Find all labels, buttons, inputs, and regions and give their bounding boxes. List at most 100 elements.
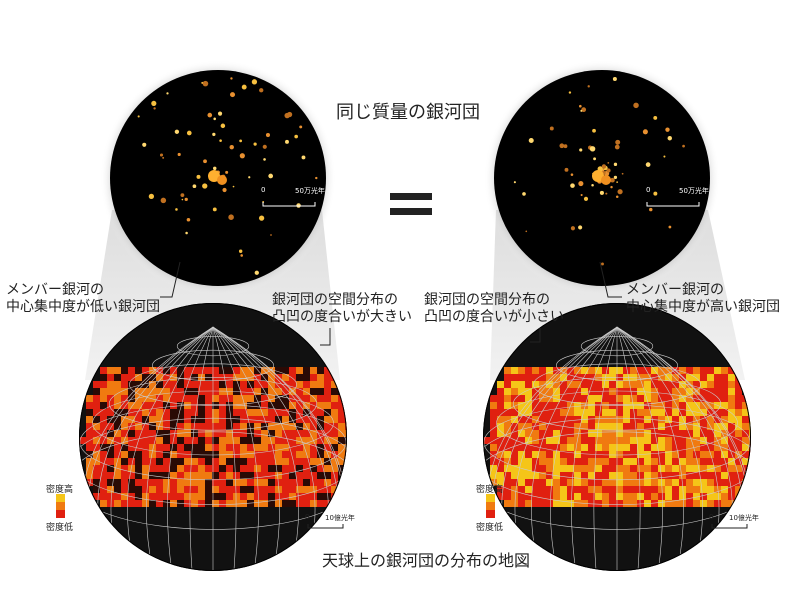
density-cell bbox=[191, 493, 198, 500]
density-cell bbox=[198, 479, 205, 486]
density-cell bbox=[324, 479, 331, 486]
galaxy-dot bbox=[142, 142, 147, 147]
galaxy-dot bbox=[616, 181, 618, 183]
density-cell bbox=[114, 409, 121, 416]
density-cell bbox=[623, 423, 630, 430]
density-cell bbox=[156, 402, 163, 409]
density-cell bbox=[679, 472, 686, 479]
density-cell bbox=[497, 479, 504, 486]
density-cell bbox=[268, 451, 275, 458]
density-cell bbox=[184, 395, 191, 402]
density-cell bbox=[602, 409, 609, 416]
density-cell bbox=[324, 416, 331, 423]
density-cell bbox=[728, 479, 735, 486]
density-cell bbox=[233, 395, 240, 402]
density-cell bbox=[275, 381, 282, 388]
density-cell bbox=[296, 367, 303, 374]
density-cell bbox=[177, 451, 184, 458]
map-label-left: 銀河団の空間分布の 凸凹の度合いが大きい bbox=[272, 292, 412, 326]
density-cell bbox=[289, 458, 296, 465]
density-cell bbox=[721, 437, 728, 444]
galaxy-dot bbox=[212, 207, 217, 212]
density-cell bbox=[93, 423, 100, 430]
density-cell bbox=[728, 381, 735, 388]
density-cell bbox=[658, 402, 665, 409]
density-cell bbox=[721, 458, 728, 465]
galaxy-dot bbox=[570, 226, 576, 231]
density-cell bbox=[497, 472, 504, 479]
density-cell bbox=[114, 500, 121, 507]
density-cell bbox=[114, 395, 121, 402]
density-cell bbox=[93, 416, 100, 423]
density-cell bbox=[644, 374, 651, 381]
central-galaxy bbox=[601, 175, 611, 185]
density-cell bbox=[114, 472, 121, 479]
galaxy-dot bbox=[186, 217, 191, 222]
density-cell bbox=[735, 381, 742, 388]
density-cell bbox=[247, 402, 254, 409]
density-cell bbox=[595, 465, 602, 472]
density-cell bbox=[149, 444, 156, 451]
density-cell bbox=[714, 388, 721, 395]
longitude-line bbox=[212, 326, 259, 571]
density-cell bbox=[310, 500, 317, 507]
density-cell bbox=[735, 444, 742, 451]
density-cell bbox=[546, 437, 553, 444]
density-cell bbox=[532, 500, 539, 507]
density-cell bbox=[553, 402, 560, 409]
density-cell bbox=[721, 395, 728, 402]
density-cell bbox=[644, 465, 651, 472]
density-cell bbox=[226, 402, 233, 409]
density-cell bbox=[497, 402, 504, 409]
galaxy-dot bbox=[528, 138, 534, 144]
density-cell bbox=[254, 423, 261, 430]
density-cell bbox=[163, 451, 170, 458]
density-cell bbox=[156, 451, 163, 458]
density-cell bbox=[289, 423, 296, 430]
density-cell bbox=[93, 479, 100, 486]
density-cell bbox=[511, 416, 518, 423]
density-cell bbox=[338, 409, 345, 416]
density-cell bbox=[156, 465, 163, 472]
label-line: 中心集中度が高い銀河団 bbox=[626, 299, 780, 315]
density-cell bbox=[532, 402, 539, 409]
density-cell bbox=[198, 430, 205, 437]
density-cell bbox=[714, 500, 721, 507]
galaxy-dot bbox=[294, 134, 298, 139]
density-cell bbox=[623, 388, 630, 395]
density-cell bbox=[142, 416, 149, 423]
density-cell bbox=[532, 430, 539, 437]
density-cell bbox=[93, 388, 100, 395]
density-cell bbox=[310, 472, 317, 479]
density-cell bbox=[735, 486, 742, 493]
density-cell bbox=[254, 416, 261, 423]
density-cell bbox=[86, 409, 93, 416]
galaxy-dot bbox=[642, 129, 648, 135]
density-cell bbox=[539, 395, 546, 402]
density-cell bbox=[254, 437, 261, 444]
density-cell bbox=[331, 416, 338, 423]
density-cell bbox=[149, 486, 156, 493]
density-cell bbox=[191, 444, 198, 451]
density-cell bbox=[630, 486, 637, 493]
density-cell bbox=[567, 458, 574, 465]
density-cell bbox=[331, 409, 338, 416]
density-cell bbox=[665, 381, 672, 388]
density-cell bbox=[240, 430, 247, 437]
density-cell bbox=[714, 395, 721, 402]
density-cell bbox=[658, 465, 665, 472]
density-cell bbox=[602, 430, 609, 437]
density-cell bbox=[163, 486, 170, 493]
density-cell bbox=[170, 465, 177, 472]
density-cell bbox=[100, 388, 107, 395]
density-cell bbox=[672, 374, 679, 381]
density-cell bbox=[121, 409, 128, 416]
density-cell bbox=[546, 465, 553, 472]
galaxy-dot bbox=[653, 116, 658, 120]
density-cell bbox=[602, 437, 609, 444]
density-cell bbox=[275, 493, 282, 500]
density-cell bbox=[609, 416, 616, 423]
density-cell bbox=[644, 395, 651, 402]
galaxy-dot bbox=[151, 100, 157, 107]
density-cell bbox=[644, 444, 651, 451]
